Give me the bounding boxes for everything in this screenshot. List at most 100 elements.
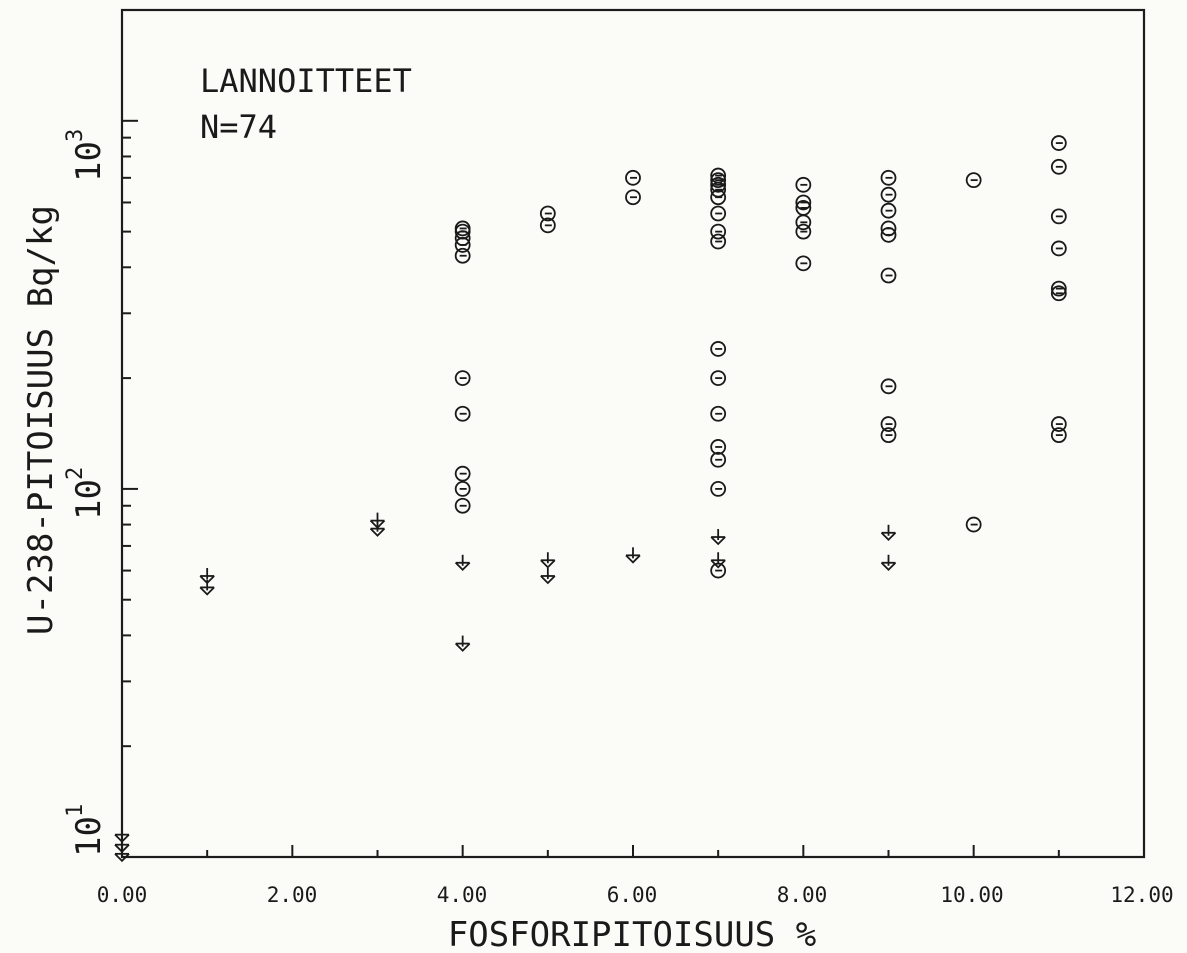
data-point-circle xyxy=(710,405,727,422)
arrow-marker xyxy=(369,527,386,537)
data-point-circle xyxy=(710,176,727,193)
data-point-circle xyxy=(1050,158,1067,175)
data-point-circle xyxy=(710,439,727,455)
data-point-circle xyxy=(454,370,471,386)
data-point-circle xyxy=(795,223,812,240)
data-point-circle xyxy=(710,451,727,468)
circle-marker xyxy=(710,189,727,206)
arrow-marker xyxy=(540,559,556,569)
data-point-circle xyxy=(795,255,812,272)
arrow-marker xyxy=(880,532,897,542)
data-point-circle xyxy=(1050,135,1067,151)
x-tick-label: 12.00 xyxy=(1110,883,1173,907)
data-point-plus-arrow xyxy=(540,567,556,585)
circle-marker xyxy=(710,370,727,386)
data-point-circle xyxy=(454,405,471,422)
circle-marker xyxy=(710,233,727,250)
circle-marker xyxy=(795,176,812,193)
data-point-circle xyxy=(625,189,641,206)
y-tick-label-1e3: 10 3 xyxy=(63,129,109,182)
arrow-marker xyxy=(880,562,897,572)
arrow-marker xyxy=(199,586,215,596)
circle-marker xyxy=(454,405,471,422)
circle-marker xyxy=(880,267,897,284)
data-point-circle xyxy=(880,169,897,186)
data-point-circle xyxy=(1050,427,1067,444)
x-tick-label: 4.00 xyxy=(437,883,488,907)
circle-marker xyxy=(1050,427,1067,444)
data-point-circle xyxy=(625,169,641,186)
x-axis-label: FOSFORIPITOISUUS % xyxy=(448,915,816,953)
data-point-plus-arrow xyxy=(199,579,215,596)
data-point-circle xyxy=(795,194,812,211)
circle-marker xyxy=(1050,208,1067,225)
circle-marker xyxy=(710,223,727,240)
data-point-circle xyxy=(1050,280,1067,297)
circle-marker xyxy=(710,405,727,422)
x-tick-label: 8.00 xyxy=(777,883,828,907)
x-tick-label: 2.00 xyxy=(267,883,318,907)
data-point-plus-arrow xyxy=(710,552,726,569)
y-tick-base: 10 xyxy=(69,816,109,857)
circle-marker xyxy=(710,205,727,222)
data-point-circle xyxy=(880,427,897,444)
arrow-marker xyxy=(114,853,130,863)
x-axis-tick-labels: 0.00 2.00 4.00 6.00 8.00 10.00 12.00 xyxy=(97,883,1174,907)
data-point-circle xyxy=(1050,285,1067,302)
circle-marker xyxy=(1050,158,1067,175)
data-point-circle xyxy=(539,217,556,234)
circle-marker xyxy=(1050,240,1067,257)
circle-marker xyxy=(710,172,727,189)
circle-marker xyxy=(454,220,471,237)
circle-marker xyxy=(710,176,727,193)
circle-marker xyxy=(454,497,471,514)
data-points xyxy=(114,135,1067,863)
circle-marker xyxy=(710,562,727,579)
data-point-plus-arrow xyxy=(114,845,130,863)
data-point-circle xyxy=(710,205,727,222)
x-axis-ticks xyxy=(121,845,1145,857)
circle-marker xyxy=(880,186,897,203)
x-tick-label: 0.00 xyxy=(97,883,148,907)
data-point-circle xyxy=(454,247,471,264)
circle-marker xyxy=(539,205,556,222)
circle-marker xyxy=(880,416,897,432)
circle-marker xyxy=(454,370,471,386)
arrow-marker xyxy=(455,562,471,572)
data-point-circle xyxy=(454,481,471,497)
data-point-circle xyxy=(1050,416,1067,432)
data-point-circle xyxy=(795,176,812,193)
chart-annotation-title: LANNOITTEET xyxy=(200,62,412,100)
y-axis-label: U-238-PITOISUUS Bq/kg xyxy=(21,205,61,635)
data-point-circle xyxy=(1050,240,1067,257)
y-axis-ticks xyxy=(122,9,138,858)
circle-marker xyxy=(880,427,897,444)
circle-marker xyxy=(965,172,982,189)
data-point-circle xyxy=(880,416,897,432)
data-point-circle xyxy=(965,516,982,533)
data-point-plus-arrow xyxy=(880,554,897,572)
circle-marker xyxy=(795,214,812,231)
data-point-circle xyxy=(710,562,727,579)
data-point-plus-arrow xyxy=(540,552,556,569)
arrow-marker xyxy=(625,554,641,564)
data-point-circle xyxy=(710,189,727,206)
y-tick-exponent: 3 xyxy=(63,129,88,142)
circle-marker xyxy=(1050,285,1067,302)
data-point-circle xyxy=(880,186,897,203)
data-point-circle xyxy=(710,341,727,357)
data-point-plus-arrow xyxy=(369,520,386,537)
data-point-circle xyxy=(880,378,897,395)
data-point-plus-arrow xyxy=(710,529,726,546)
circle-marker xyxy=(880,202,897,219)
circle-marker xyxy=(625,189,641,206)
circle-marker xyxy=(710,439,727,455)
data-point-circle xyxy=(710,233,727,250)
data-point-circle xyxy=(880,267,897,284)
y-tick-label-1e2: 10 2 xyxy=(63,467,109,520)
data-point-circle xyxy=(539,205,556,222)
data-point-circle xyxy=(880,226,897,243)
arrow-marker xyxy=(455,642,471,652)
circle-marker xyxy=(795,194,812,211)
